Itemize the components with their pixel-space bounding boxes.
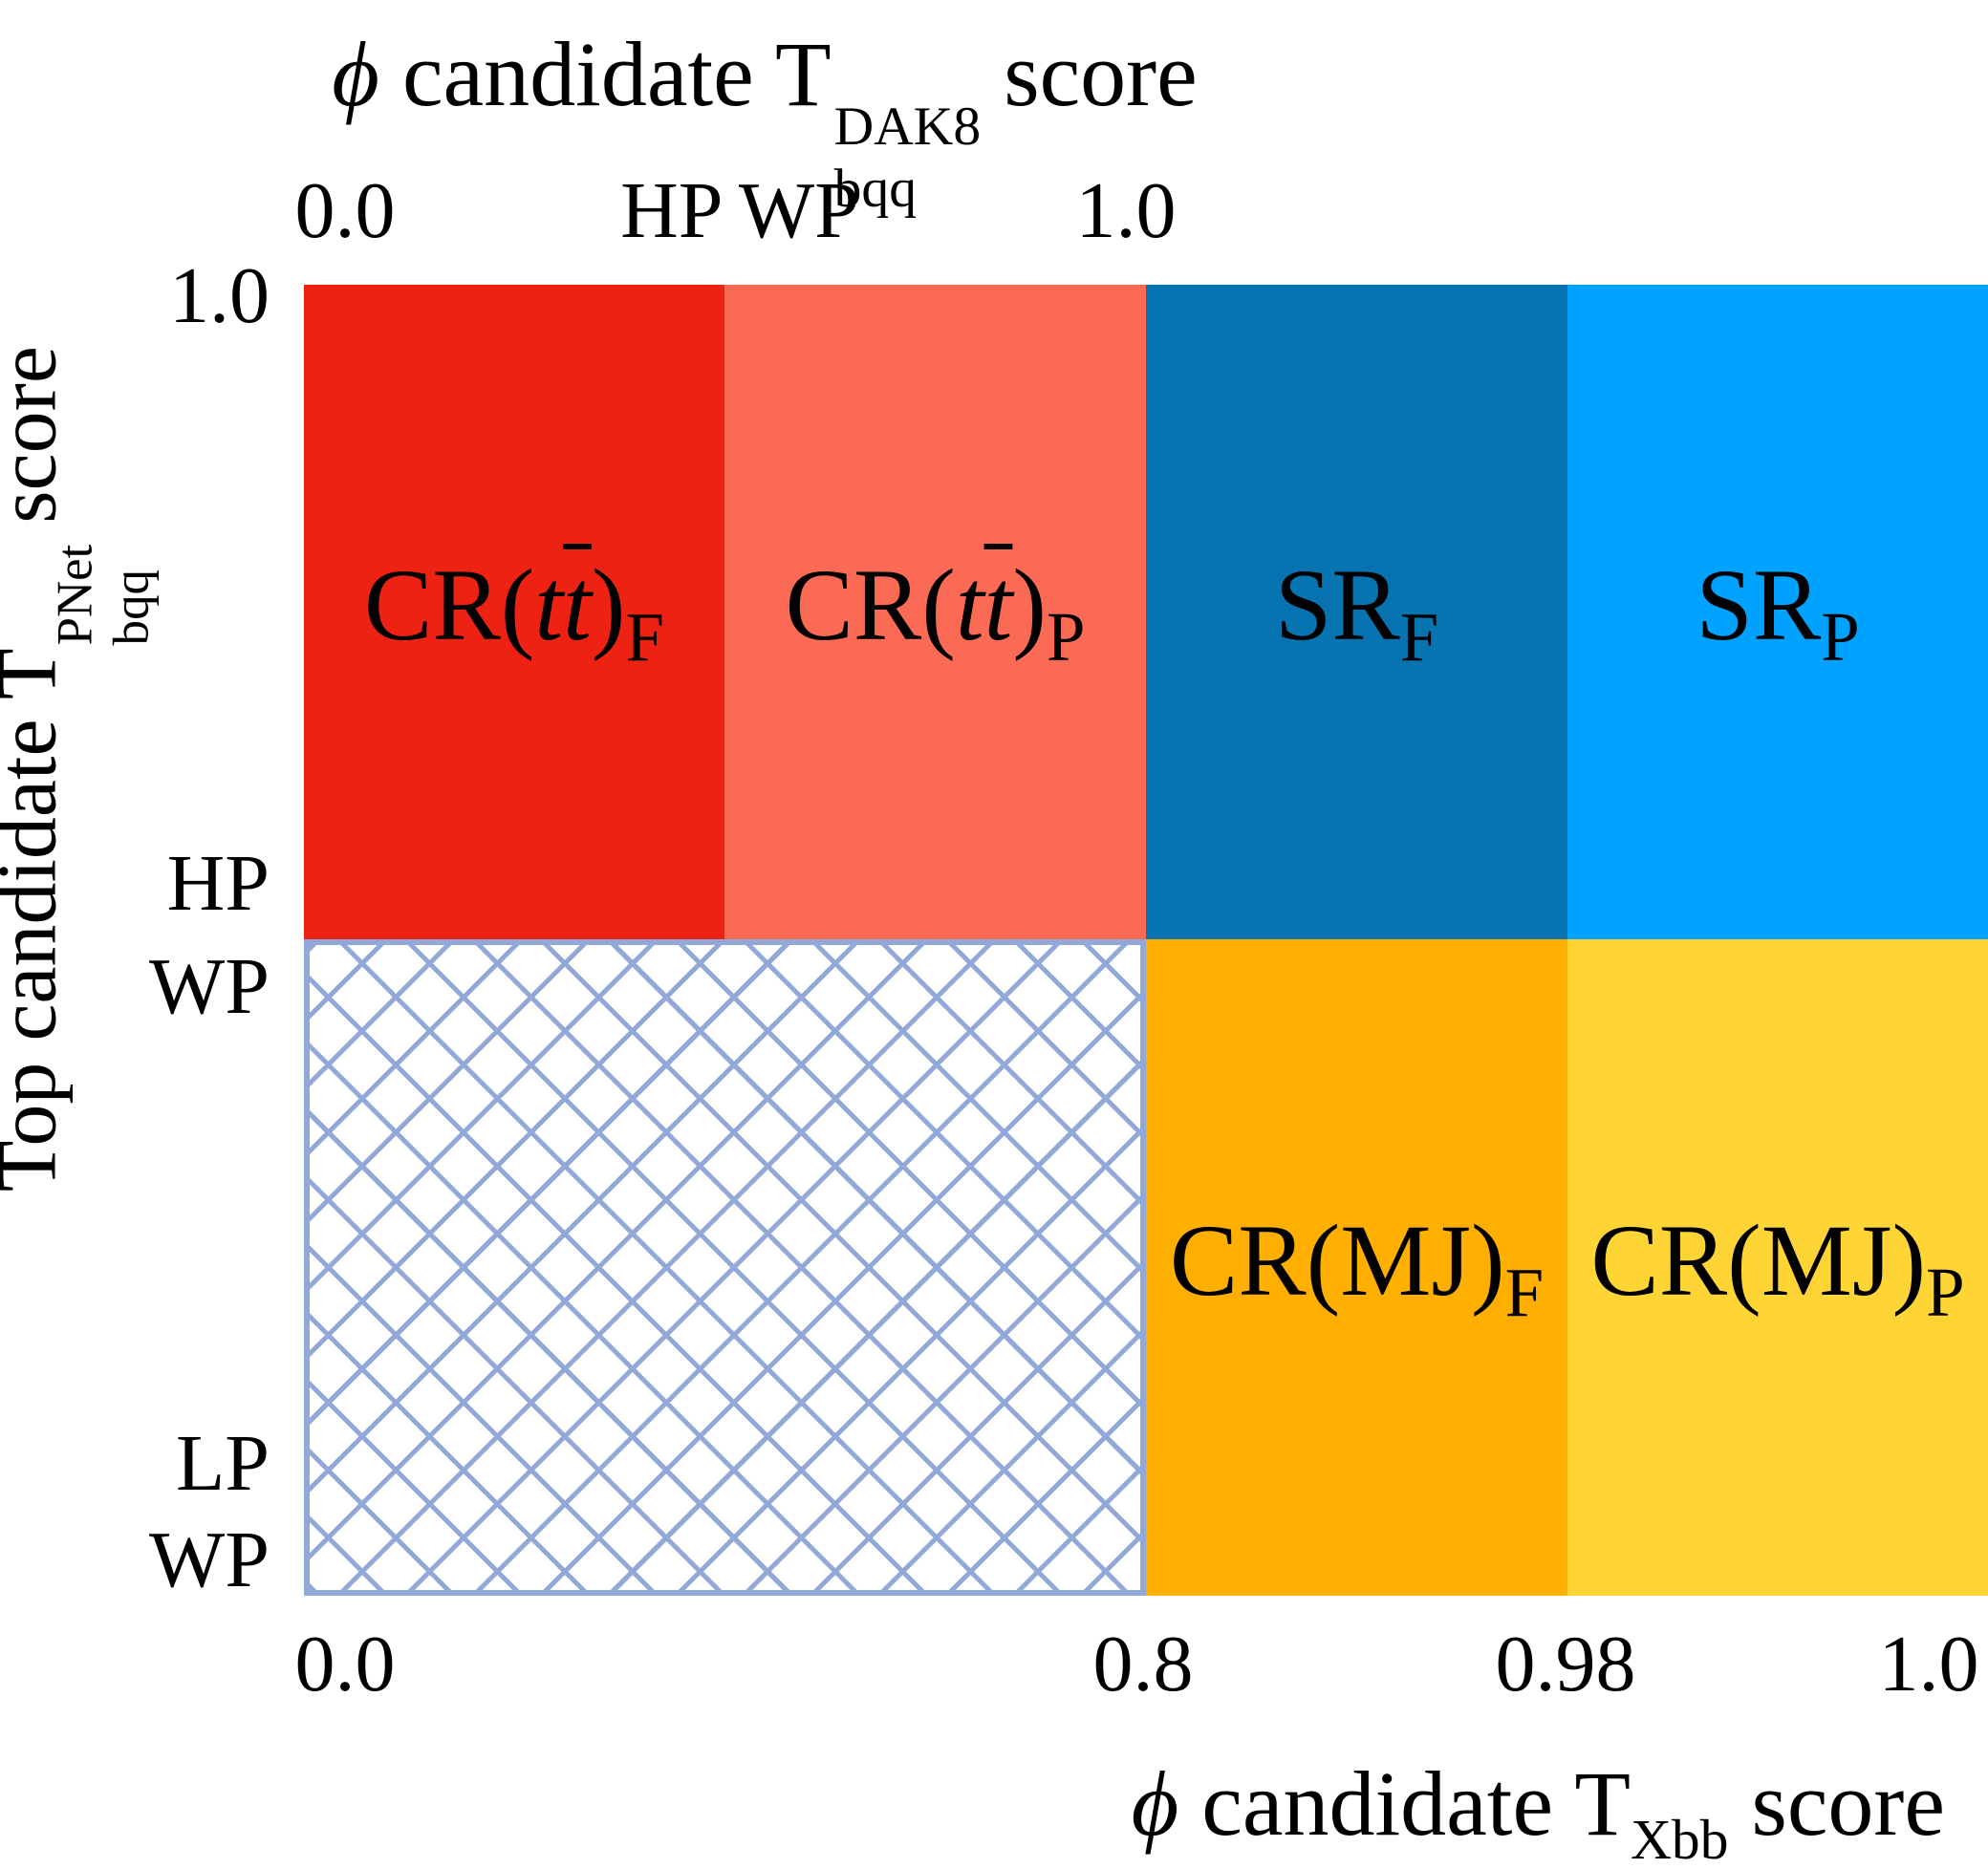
region-cr-ttbar-fail: CR(tt)F	[304, 285, 724, 939]
left-axis-tick-hp: HP	[166, 839, 270, 928]
region-label-cr-multijet-pass: CR(MJ)P	[1590, 1203, 1964, 1333]
region-label-cr-multijet-fail: CR(MJ)F	[1170, 1203, 1544, 1333]
left-axis-tick-lp: LP	[175, 1419, 270, 1508]
bottom-axis-tick-0-0: 0.0	[294, 1620, 396, 1708]
tagger-superscript-subscript: DAK8 bqq	[834, 97, 982, 220]
tagger-subscript: bqq	[833, 158, 918, 219]
label-text: SR	[1696, 548, 1822, 662]
antitop-quark-symbol: t	[563, 548, 592, 662]
phi-symbol: ϕ	[332, 23, 379, 125]
label-subscript: F	[625, 597, 664, 676]
left-axis-tick-wp-low: WP	[149, 1515, 270, 1604]
label-text: CR(	[364, 548, 535, 662]
left-axis-tick-1-0: 1.0	[169, 251, 270, 340]
top-axis-tick-hp-wp: HP WP	[620, 166, 859, 255]
left-axis-tick-wp: WP	[149, 942, 270, 1031]
bottom-axis-tick-0-98: 0.98	[1495, 1620, 1636, 1708]
bottom-axis-label: ϕ candidate TXbb score	[894, 1751, 1945, 1869]
tagger-symbol-T: T	[1574, 1752, 1631, 1855]
top-quark-symbol: t	[534, 548, 564, 662]
region-label-cr-ttbar-fail: CR(tt)F	[364, 548, 664, 677]
region-label-sr-fail: SRF	[1275, 548, 1438, 677]
bottom-axis-tick-1-0: 1.0	[1878, 1620, 1979, 1708]
tagger-superscript: PNet	[47, 544, 103, 646]
bottom-axis-label-text: candidate	[1178, 1752, 1575, 1855]
label-subscript: P	[1926, 1253, 1965, 1331]
label-subscript: F	[1399, 597, 1439, 676]
region-sr-pass: SRP	[1567, 285, 1988, 939]
label-text: CR(	[785, 548, 956, 662]
region-sr-fail: SRF	[1146, 285, 1567, 939]
top-axis-label-end: score	[981, 23, 1198, 125]
region-vetoed-hatched	[304, 939, 1146, 1596]
label-subscript: F	[1504, 1253, 1545, 1331]
antitop-quark-symbol: t	[983, 548, 1013, 662]
tagger-symbol-T: T	[0, 648, 74, 699]
tagger-symbol-T: T	[774, 23, 832, 125]
region-label-cr-ttbar-pass: CR(tt)P	[786, 548, 1086, 677]
phi-symbol: ϕ	[1131, 1752, 1179, 1855]
top-axis-label: ϕ candidate T DAK8 bqq score	[96, 21, 1434, 220]
bottom-axis-label-end: score	[1728, 1752, 1945, 1855]
region-cr-ttbar-pass: CR(tt)P	[724, 285, 1146, 939]
top-axis-label-text: candidate	[378, 23, 775, 125]
region-cr-multijet-pass: CR(MJ)P	[1567, 939, 1988, 1596]
tagger-superscript: DAK8	[833, 97, 982, 158]
label-subscript: P	[1821, 597, 1860, 676]
label-text: )	[591, 548, 626, 662]
bottom-axis-tick-0-8: 0.8	[1092, 1620, 1194, 1708]
left-axis-label-end: score	[0, 346, 75, 524]
region-cr-multijet-fail: CR(MJ)F	[1146, 939, 1567, 1596]
tagger-subscript: Xbb	[1630, 1807, 1729, 1869]
tagger-subscript: bqq	[103, 569, 160, 646]
region-label-sr-pass: SRP	[1696, 548, 1859, 677]
top-axis-tick-0-0: 0.0	[294, 166, 396, 255]
label-text: CR(MJ)	[1590, 1204, 1927, 1318]
left-axis-label-text: Top candidate	[0, 719, 75, 1192]
label-text: )	[1012, 548, 1047, 662]
label-text: CR(MJ)	[1169, 1204, 1505, 1318]
label-text: SR	[1274, 548, 1400, 662]
label-subscript: P	[1047, 597, 1086, 676]
tagger-superscript-subscript: PNet bqq	[47, 545, 160, 646]
top-axis-tick-1-0: 1.0	[1075, 166, 1177, 255]
top-quark-symbol: t	[955, 548, 984, 662]
